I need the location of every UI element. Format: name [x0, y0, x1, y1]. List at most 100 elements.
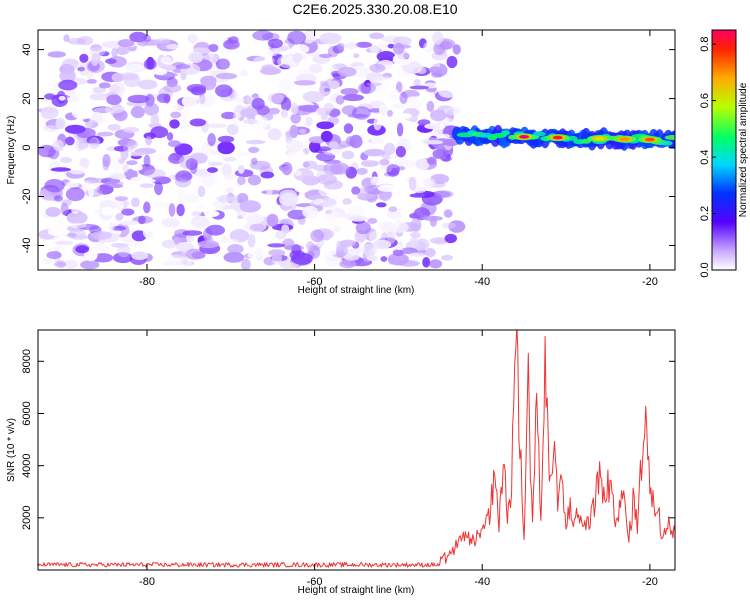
noise-cell — [139, 183, 154, 188]
noise-cell — [241, 258, 251, 270]
y-tick-label: 8000 — [21, 349, 33, 373]
noise-cell — [88, 184, 95, 198]
snr-series-line — [38, 330, 675, 568]
noise-cell — [319, 80, 328, 86]
noise-cell — [248, 146, 260, 154]
noise-cell — [191, 211, 202, 216]
noise-cell — [235, 152, 251, 157]
noise-cell — [44, 179, 65, 193]
noise-cell — [130, 197, 140, 208]
noise-cell — [316, 121, 335, 130]
signal-core-cell — [664, 135, 675, 140]
colorbar-tick-label: 0.8 — [699, 36, 711, 51]
noise-cell — [122, 164, 129, 173]
noise-cell — [319, 53, 333, 58]
noise-cell — [380, 256, 388, 262]
noise-cell — [174, 173, 183, 182]
noise-cell — [280, 109, 288, 118]
noise-cell — [358, 103, 373, 110]
noise-cell — [386, 231, 396, 244]
noise-cell — [343, 252, 360, 261]
noise-cell — [268, 48, 279, 56]
noise-cell — [328, 80, 340, 89]
noise-cell — [410, 232, 421, 238]
noise-cell — [176, 119, 191, 130]
y-tick-label: 20 — [21, 92, 33, 104]
noise-cell — [189, 118, 206, 127]
noise-cell — [143, 201, 151, 214]
x-tick-label: -60 — [307, 576, 323, 588]
noise-cell — [200, 75, 217, 86]
noise-cell — [342, 94, 364, 102]
noise-cell — [367, 217, 378, 224]
snr-x-ticks: -80 -60 -40 -20 — [139, 330, 658, 588]
noise-cell — [168, 140, 181, 148]
x-tick-label: -80 — [139, 276, 155, 288]
noise-cell — [124, 63, 145, 72]
noise-cell — [122, 126, 140, 133]
noise-cell — [377, 184, 397, 192]
spectrogram-y-ticks: -40 -20 0 20 40 — [21, 43, 675, 253]
noise-cell — [339, 227, 351, 241]
spectrogram-x-ticks: -80 -60 -40 -20 — [139, 30, 658, 288]
noise-cell — [127, 139, 138, 149]
noise-cell — [328, 141, 339, 150]
noise-cell — [105, 58, 117, 64]
noise-cell — [267, 38, 283, 49]
noise-cell — [176, 203, 185, 217]
noise-cell — [126, 160, 138, 166]
noise-cell — [79, 157, 90, 169]
noise-cell — [74, 43, 94, 53]
noise-cell — [425, 247, 436, 258]
noise-cell — [88, 178, 111, 184]
noise-cell — [168, 203, 176, 217]
noise-cell — [290, 102, 298, 115]
noise-cell — [251, 97, 265, 110]
noise-cell — [116, 45, 130, 56]
noise-cell — [69, 222, 87, 229]
noise-cell — [366, 255, 378, 261]
noise-cell — [341, 150, 355, 160]
y-tick-label: -20 — [21, 189, 33, 205]
noise-cell — [165, 102, 179, 112]
noise-cell — [237, 164, 245, 174]
noise-cell — [218, 135, 235, 143]
noise-cell — [372, 239, 392, 249]
noise-cell — [298, 104, 320, 112]
noise-cell — [138, 215, 146, 225]
noise-cell — [115, 213, 124, 221]
noise-cell — [216, 72, 238, 80]
noise-cell — [347, 205, 365, 217]
spectrogram-panel: -80 -60 -40 -20 -40 -20 0 20 40 Height of strai… — [6, 29, 676, 296]
noise-cell — [253, 55, 275, 66]
snr-frame — [37, 329, 676, 571]
noise-cell — [166, 218, 181, 226]
x-tick-label: -80 — [139, 576, 155, 588]
noise-cell — [185, 158, 198, 171]
noise-cell — [112, 243, 127, 248]
noise-cell — [47, 51, 66, 58]
noise-cell — [426, 156, 437, 165]
noise-cell — [65, 136, 75, 146]
noise-cell — [260, 67, 282, 75]
noise-cell — [415, 94, 433, 103]
noise-cell — [77, 66, 86, 72]
noise-cell — [401, 113, 412, 119]
noise-cell — [302, 91, 325, 103]
noise-cell — [199, 173, 220, 185]
noise-cell — [441, 222, 456, 229]
noise-cell — [444, 233, 457, 244]
noise-cell — [236, 209, 247, 218]
noise-cell — [217, 194, 239, 204]
noise-cell — [220, 47, 229, 58]
noise-cell — [180, 172, 193, 181]
noise-cell — [207, 161, 224, 166]
noise-cell — [98, 82, 111, 89]
noise-cell — [394, 214, 402, 223]
noise-cell — [434, 190, 454, 199]
noise-cell — [247, 233, 256, 248]
y-tick-label: 4000 — [21, 453, 33, 477]
x-tick-label: -40 — [474, 276, 490, 288]
colorbar: 0.0 0.2 0.4 0.6 0.8 Normalized spectral ampl… — [699, 29, 749, 278]
noise-cell — [182, 230, 203, 236]
